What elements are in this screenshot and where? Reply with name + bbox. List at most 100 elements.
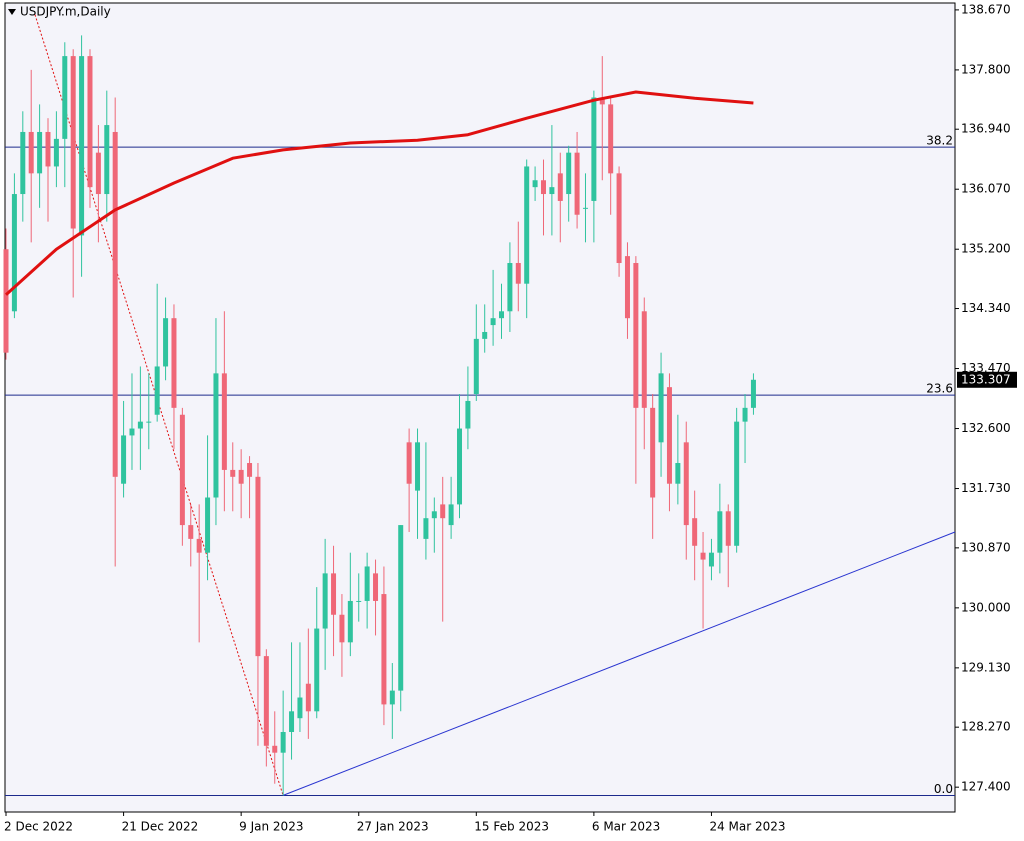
level-label: 38.2 <box>926 134 953 148</box>
candle-body <box>725 511 731 546</box>
candle-body <box>347 600 353 643</box>
candle-body <box>79 56 85 236</box>
candle-body <box>599 97 605 105</box>
candle-body <box>104 125 110 195</box>
candle-body <box>490 318 496 326</box>
candle-body <box>221 373 227 470</box>
candle-body <box>121 435 127 484</box>
candle-body <box>179 414 185 526</box>
candle-body <box>734 421 740 546</box>
candle-body <box>532 180 538 188</box>
candle-body <box>608 104 614 174</box>
candle-body <box>507 263 513 312</box>
candle-body <box>45 131 51 167</box>
candle-body <box>314 628 320 712</box>
candle-body <box>700 552 706 560</box>
candle-body <box>373 573 379 601</box>
candle-body <box>146 421 152 423</box>
candle-body <box>591 97 597 201</box>
candle-body <box>11 194 17 312</box>
candle-body <box>53 138 59 167</box>
candle-body <box>196 538 202 553</box>
plot-area <box>4 2 956 813</box>
y-tick-label: 137.800 <box>961 62 1011 76</box>
candle-body <box>87 56 93 188</box>
candle-body <box>297 697 303 719</box>
y-tick-label: 130.000 <box>961 600 1011 614</box>
candle-body <box>62 56 68 139</box>
candle-body <box>708 552 714 567</box>
candle-body <box>582 207 588 209</box>
candle-body <box>415 442 421 491</box>
candle-body <box>70 56 76 229</box>
candle-body <box>406 442 412 484</box>
candle-body <box>473 338 479 395</box>
y-tick-label: 128.270 <box>961 720 1011 734</box>
candle-body <box>389 690 395 705</box>
y-tick-label: 133.470 <box>961 361 1011 375</box>
trend-line <box>282 531 956 796</box>
candle-body <box>465 400 471 429</box>
candle-body <box>624 256 630 319</box>
candle-body <box>112 131 118 477</box>
level-label: 23.6 <box>926 382 953 396</box>
candle-body <box>137 421 143 429</box>
y-tick-label: 136.070 <box>961 182 1011 196</box>
candle-body <box>3 249 9 353</box>
x-tick-label: 15 Feb 2023 <box>474 820 549 834</box>
y-tick-label: 136.940 <box>961 122 1011 136</box>
x-tick-label: 24 Mar 2023 <box>709 820 785 834</box>
candle-body <box>482 331 488 339</box>
y-tick-label: 131.730 <box>961 481 1011 495</box>
y-tick-label: 138.670 <box>961 2 1011 16</box>
candle-body <box>356 600 362 602</box>
chart-title: USDJPY.m,Daily <box>20 5 111 19</box>
candle-body <box>339 614 345 643</box>
candle-body <box>566 152 572 195</box>
y-tick-label: 130.870 <box>961 540 1011 554</box>
candle-body <box>457 428 463 505</box>
candle-body <box>28 131 34 174</box>
candle-body <box>289 711 295 732</box>
candle-body <box>213 373 219 498</box>
candle-body <box>381 594 387 705</box>
candle-body <box>331 573 337 615</box>
candle-body <box>95 152 101 195</box>
candle-body <box>742 407 748 422</box>
level-label: 0.0 <box>934 782 953 796</box>
candle-body <box>574 152 580 215</box>
candle-body <box>205 497 211 553</box>
candle-body <box>641 311 647 408</box>
y-tick-label: 129.130 <box>961 660 1011 674</box>
candle-body <box>683 442 689 526</box>
candle-body <box>650 407 656 498</box>
candle-body <box>692 518 698 546</box>
candle-body <box>238 469 244 484</box>
candle-body <box>675 463 681 484</box>
candle-body <box>188 525 194 539</box>
candle-body <box>154 366 160 415</box>
candle-body <box>616 173 622 264</box>
candle-body <box>666 387 672 484</box>
moving-average <box>4 90 754 296</box>
candle-body <box>129 428 135 436</box>
candle-body <box>163 318 169 367</box>
x-tick-label: 2 Dec 2022 <box>4 820 73 834</box>
candle-body <box>247 463 253 477</box>
candle-body <box>633 263 639 408</box>
current-price-box <box>957 371 1017 388</box>
candle-body <box>717 511 723 553</box>
x-tick-label: 6 Mar 2023 <box>592 820 660 834</box>
y-tick-label: 127.400 <box>961 780 1011 794</box>
menu-arrow[interactable] <box>8 9 16 15</box>
candle-body <box>280 731 286 753</box>
candle-body <box>658 373 664 443</box>
candle-body <box>557 173 563 201</box>
candle-body <box>440 504 446 519</box>
candle-body <box>37 131 43 174</box>
candle-body <box>272 745 278 753</box>
candle-body <box>431 511 437 519</box>
x-tick-label: 9 Jan 2023 <box>239 820 303 834</box>
x-tick-label: 27 Jan 2023 <box>357 820 429 834</box>
